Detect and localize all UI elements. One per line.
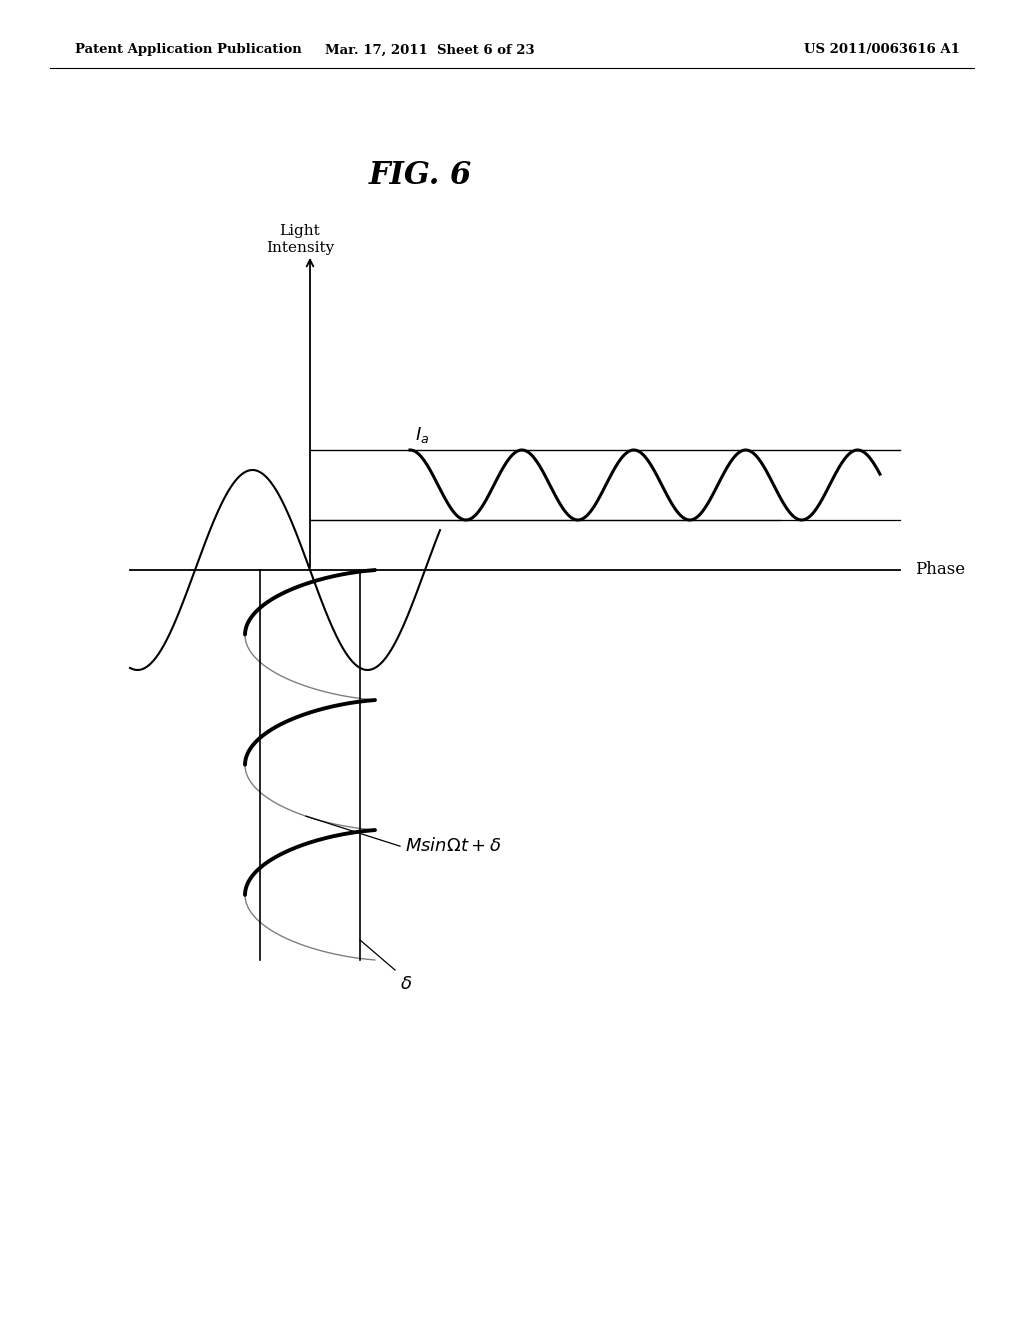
Text: Mar. 17, 2011  Sheet 6 of 23: Mar. 17, 2011 Sheet 6 of 23 bbox=[326, 44, 535, 57]
Text: $\delta$: $\delta$ bbox=[400, 975, 413, 993]
Text: Patent Application Publication: Patent Application Publication bbox=[75, 44, 302, 57]
Text: US 2011/0063616 A1: US 2011/0063616 A1 bbox=[804, 44, 961, 57]
Text: FIG. 6: FIG. 6 bbox=[369, 160, 472, 190]
Text: $I_a$: $I_a$ bbox=[415, 425, 429, 445]
Text: Phase: Phase bbox=[915, 561, 966, 578]
Text: $Msin\Omega t+\delta$: $Msin\Omega t+\delta$ bbox=[406, 837, 502, 855]
Text: Light
Intensity: Light Intensity bbox=[266, 223, 334, 255]
